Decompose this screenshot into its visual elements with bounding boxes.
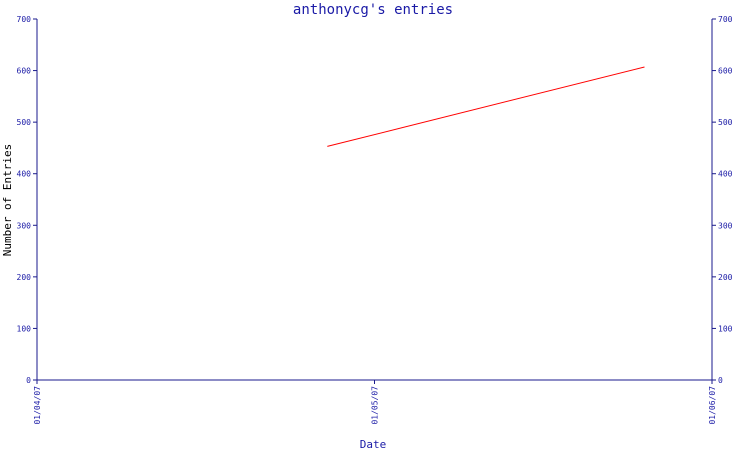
y-tick-label-left: 400	[17, 170, 32, 179]
y-tick-label-right: 300	[718, 221, 733, 230]
y-axis-left: 0 100 200 300 400 500 600 700	[17, 15, 37, 385]
y-tick-label-right: 500	[718, 118, 733, 127]
x-axis: 01/04/07 01/05/07 01/06/07	[33, 380, 717, 425]
x-tick-label: 01/05/07	[371, 386, 380, 425]
y-tick-label-left: 200	[17, 273, 32, 282]
plot-frame	[36, 19, 713, 381]
y-tick-label-left: 0	[26, 376, 31, 385]
y-tick-label-right: 400	[718, 170, 733, 179]
y-axis-label: Number of Entries	[1, 144, 14, 257]
chart-title: anthonycg's entries	[293, 2, 453, 18]
y-tick-label-right: 100	[718, 324, 733, 333]
series-group	[327, 66, 645, 147]
y-tick-label-right: 200	[718, 273, 733, 282]
y-tick-label-right: 700	[718, 15, 733, 24]
series-line	[327, 66, 645, 147]
y-tick-label-left: 300	[17, 221, 32, 230]
y-tick-label-right: 600	[718, 67, 733, 76]
y-tick-label-left: 500	[17, 118, 32, 127]
x-axis-label: Date	[360, 438, 387, 450]
y-tick-label-right: 0	[718, 376, 723, 385]
y-tick-label-left: 100	[17, 324, 32, 333]
y-tick-label-left: 600	[17, 67, 32, 76]
x-tick-label: 01/06/07	[708, 386, 717, 425]
x-tick-label: 01/04/07	[33, 386, 42, 425]
y-tick-label-left: 700	[17, 15, 32, 24]
y-axis-right: 0 100 200 300 400 500 600 700	[712, 15, 733, 385]
